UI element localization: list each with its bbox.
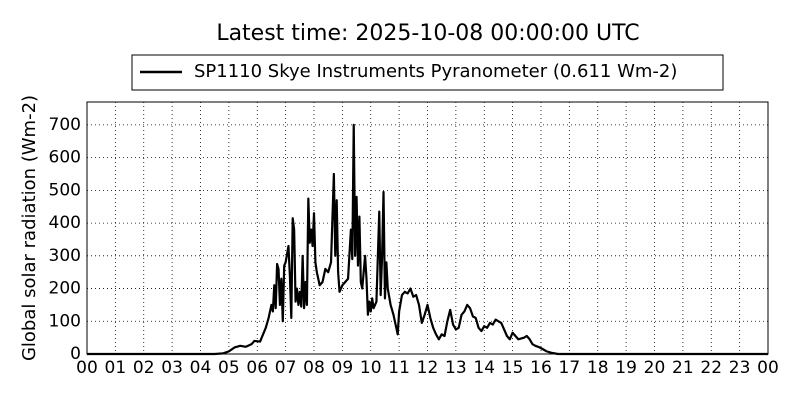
x-tick-label: 06 [246,358,268,378]
x-tick-label: 02 [133,358,155,378]
x-tick-label: 12 [417,358,439,378]
x-tick-label: 16 [530,358,552,378]
y-tick-label: 700 [49,115,81,135]
x-tick-label: 05 [218,358,240,378]
x-tick-label: 03 [161,358,183,378]
x-tick-label: 09 [332,358,354,378]
x-tick-label: 01 [105,358,127,378]
x-tick-label: 17 [559,358,581,378]
y-tick-label: 400 [49,213,81,233]
data-line [87,123,768,356]
x-tick-label: 15 [502,358,524,378]
x-tick-label: 19 [615,358,637,378]
y-tick-label: 500 [49,180,81,200]
y-tick-label: 300 [49,246,81,266]
x-tick-label: 10 [360,358,382,378]
x-tick-label: 14 [473,358,495,378]
y-tick-label: 200 [49,279,81,299]
legend-box [131,54,724,91]
grid [86,102,769,355]
x-tick-label: 00 [757,358,779,378]
x-tick-label: 21 [672,358,694,378]
x-tick-label: 11 [388,358,410,378]
y-tick-label: 0 [70,344,81,364]
x-tick-label: 23 [729,358,751,378]
x-tick-label: 18 [587,358,609,378]
legend-label: SP1110 Skye Instruments Pyranometer (0.6… [194,61,677,82]
x-tick-label: 20 [644,358,666,378]
chart-title: Latest time: 2025-10-08 00:00:00 UTC [216,21,639,46]
x-tick-label: 07 [275,358,297,378]
plot-frame [86,101,769,355]
y-axis-label: Global solar radiation (Wm-2) [19,95,40,361]
x-tick-label: 22 [700,358,722,378]
y-tick-label: 100 [49,311,81,331]
x-tick-label: 08 [303,358,325,378]
x-tick-label: 00 [76,358,98,378]
x-tick-label: 04 [190,358,212,378]
legend: SP1110 Skye Instruments Pyranometer (0.6… [131,54,724,91]
y-tick-label: 600 [49,148,81,168]
x-tick-label: 13 [445,358,467,378]
